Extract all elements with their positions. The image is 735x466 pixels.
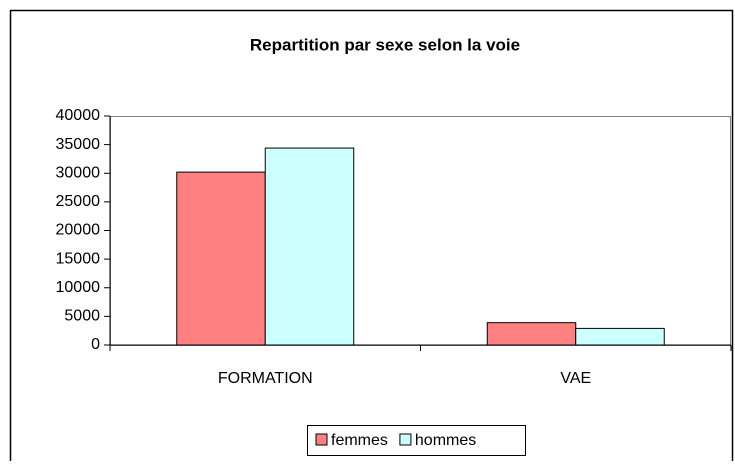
y-tick-label: 0 xyxy=(91,336,100,353)
legend-swatch xyxy=(315,433,328,446)
y-tick-label: 30000 xyxy=(56,164,101,181)
bar xyxy=(176,171,266,346)
y-tick-label: 15000 xyxy=(56,250,101,267)
x-tick-label: VAE xyxy=(560,370,591,387)
bar xyxy=(264,147,355,346)
x-tick-label: FORMATION xyxy=(218,370,313,387)
legend-box xyxy=(307,425,526,456)
y-tick-label: 10000 xyxy=(56,279,101,296)
bar xyxy=(575,327,665,346)
y-tick-label: 40000 xyxy=(56,107,101,124)
chart-title: Repartition par sexe selon la voie xyxy=(250,35,520,54)
y-tick-label: 5000 xyxy=(64,308,100,325)
legend-label: hommes xyxy=(415,432,476,449)
legend-swatch xyxy=(399,433,412,446)
y-tick-label: 35000 xyxy=(56,136,101,153)
y-tick-label: 25000 xyxy=(56,193,101,210)
bar xyxy=(486,322,577,346)
y-tick-label: 20000 xyxy=(56,222,101,239)
legend-label: femmes xyxy=(331,432,388,449)
